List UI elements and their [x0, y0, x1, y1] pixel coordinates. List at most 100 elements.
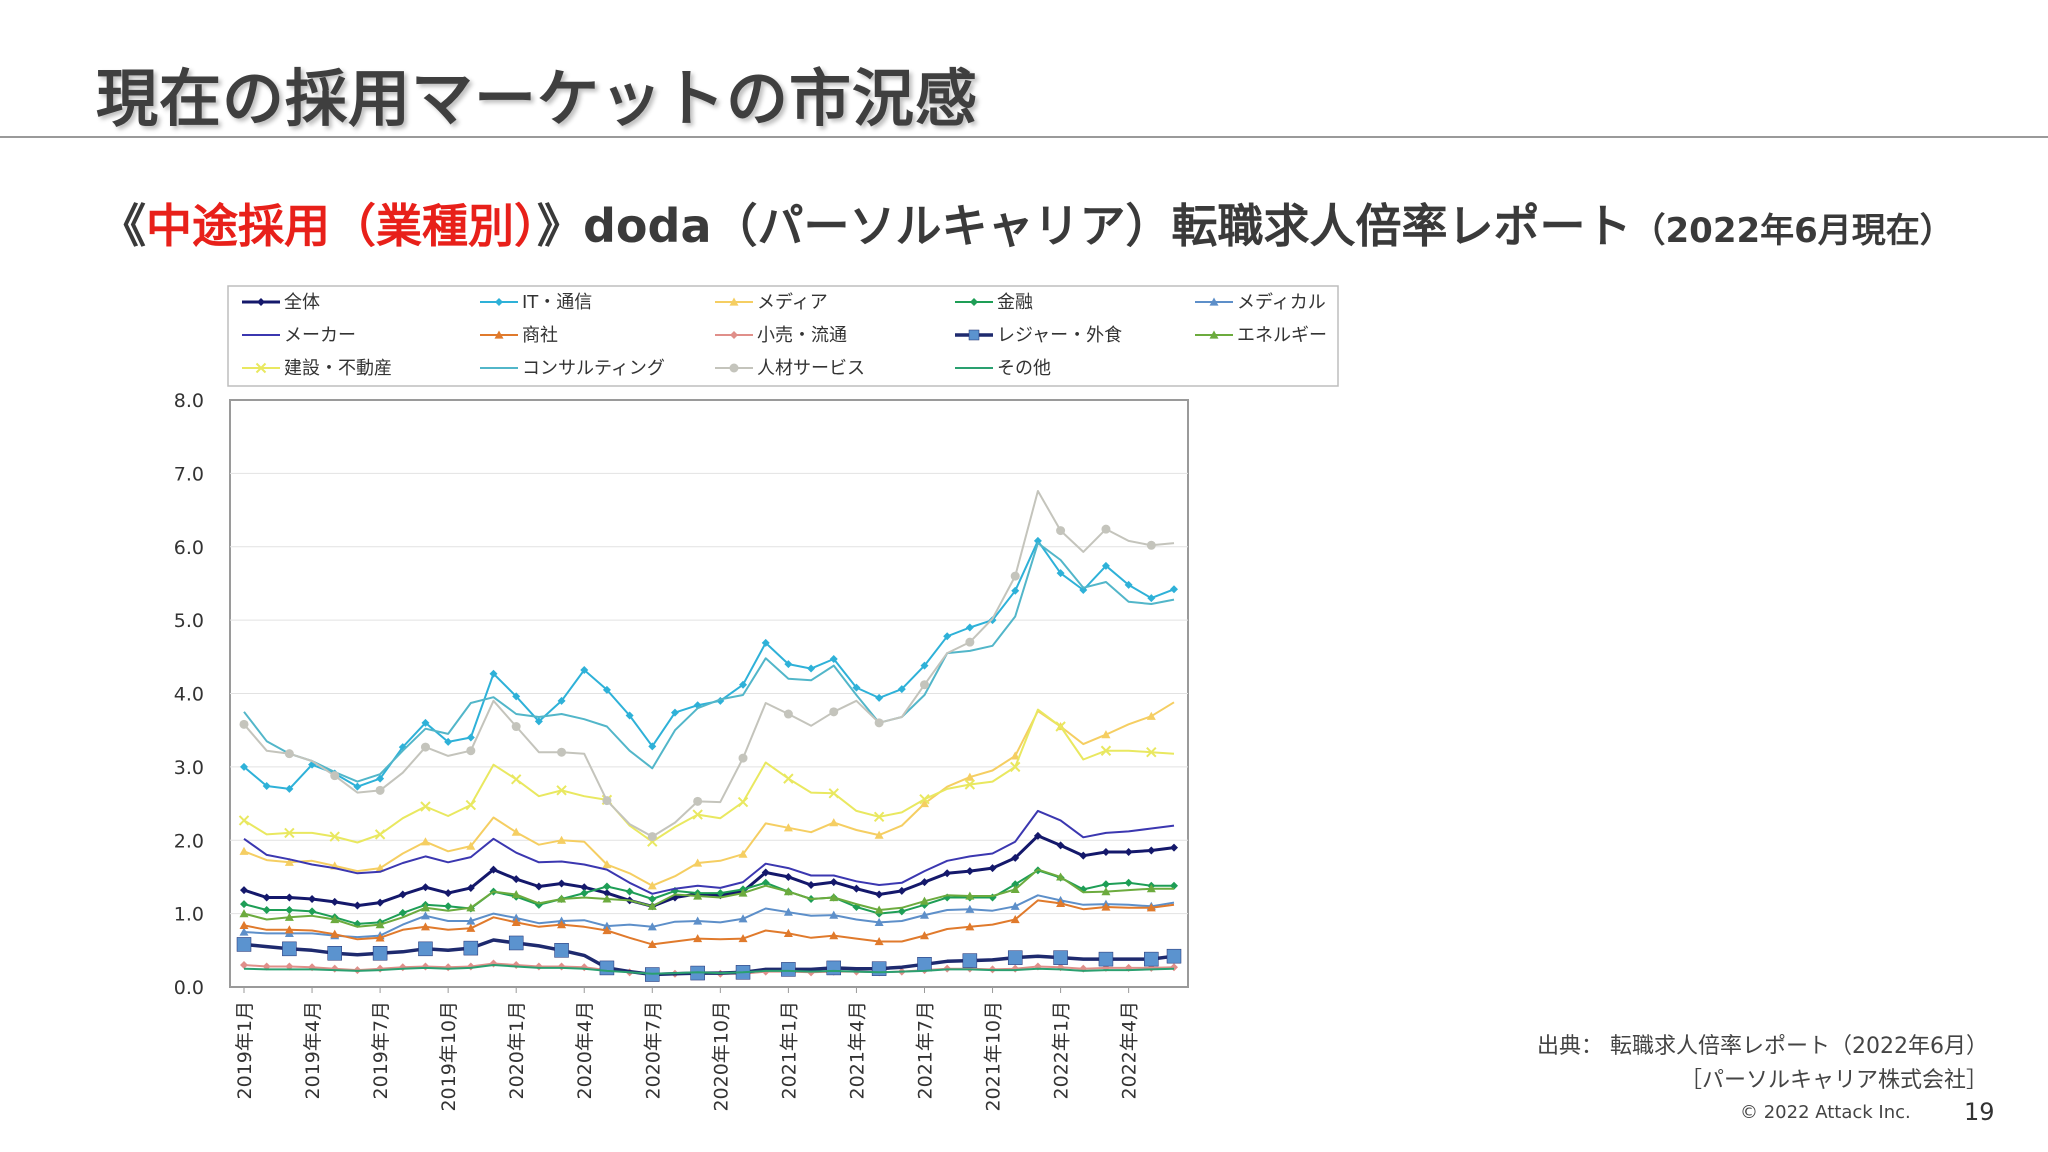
- data-point: [556, 785, 567, 796]
- data-point: [965, 891, 975, 900]
- series-line: [243, 894, 1175, 939]
- data-point: [647, 922, 657, 931]
- data-point: [739, 680, 748, 689]
- series-13: [243, 964, 1175, 975]
- data-point: [465, 799, 477, 811]
- data-point: [965, 637, 975, 647]
- data-point: [308, 894, 317, 903]
- data-point: [964, 779, 976, 790]
- data-point: [1124, 847, 1133, 856]
- legend-item: メディカル: [1195, 292, 1326, 313]
- data-point: [965, 922, 975, 931]
- data-point: [1010, 914, 1020, 924]
- data-point: [1007, 950, 1023, 965]
- data-point: [557, 894, 567, 903]
- legend-item: 金融: [955, 292, 1033, 313]
- data-point: [262, 905, 271, 914]
- data-point: [965, 904, 975, 913]
- copyright: © 2022 Attack Inc.: [1740, 1102, 1911, 1123]
- data-point: [602, 921, 612, 930]
- data-point: [495, 298, 503, 306]
- data-point: [239, 846, 249, 855]
- y-tick-label: 8.0: [174, 390, 204, 412]
- data-point: [1011, 586, 1020, 595]
- data-point: [327, 945, 342, 961]
- data-point: [374, 829, 386, 840]
- series-line: [243, 701, 1175, 887]
- series-line: [243, 809, 1175, 895]
- data-point: [375, 785, 385, 795]
- data-point: [729, 363, 739, 373]
- data-point: [285, 905, 294, 914]
- series-12: [239, 490, 1175, 842]
- y-tick-label: 3.0: [174, 757, 204, 779]
- data-point: [1010, 884, 1020, 894]
- data-point: [375, 863, 385, 872]
- data-point: [284, 857, 294, 866]
- data-point: [466, 916, 476, 925]
- data-point: [463, 940, 479, 956]
- data-point: [398, 890, 407, 899]
- x-tick-label: 2020年10月: [710, 1001, 732, 1112]
- data-point: [761, 878, 770, 887]
- legend-label: 全体: [284, 292, 320, 313]
- data-point: [602, 796, 612, 806]
- data-point: [238, 815, 250, 826]
- data-point: [1053, 950, 1068, 965]
- data-point: [372, 945, 388, 961]
- data-point: [512, 875, 521, 884]
- y-tick-label: 6.0: [174, 537, 204, 559]
- data-point: [557, 879, 566, 888]
- series-6: [239, 898, 1175, 949]
- data-point: [1056, 526, 1066, 536]
- legend-item: その他: [955, 358, 1051, 379]
- legend-item: エネルギー: [1195, 325, 1327, 346]
- data-point: [602, 882, 611, 891]
- data-point: [444, 902, 453, 911]
- data-point: [730, 331, 738, 339]
- data-point: [512, 692, 521, 701]
- data-point: [240, 762, 248, 771]
- data-point: [738, 849, 748, 858]
- data-point: [1033, 536, 1042, 545]
- data-point: [670, 708, 679, 717]
- data-point: [965, 623, 974, 632]
- series-line: [243, 834, 1175, 908]
- data-point: [919, 896, 929, 905]
- data-point: [693, 891, 703, 900]
- x-tick-label: 2020年7月: [642, 1001, 664, 1099]
- data-point: [1010, 571, 1020, 581]
- data-point: [852, 683, 861, 692]
- data-point: [737, 796, 749, 808]
- legend-label: 小売・流通: [757, 325, 847, 346]
- data-point: [874, 905, 884, 914]
- data-point: [828, 788, 839, 799]
- data-point: [239, 909, 249, 918]
- data-point: [784, 660, 793, 669]
- data-point: [625, 711, 634, 720]
- data-point: [919, 799, 929, 808]
- data-point: [962, 953, 978, 968]
- data-point: [511, 890, 521, 899]
- data-point: [489, 865, 498, 874]
- data-point: [1010, 761, 1021, 773]
- data-point: [580, 666, 589, 675]
- data-point: [1011, 880, 1020, 889]
- subtitle-open: 《: [100, 199, 146, 253]
- data-point: [330, 771, 340, 781]
- data-point: [508, 935, 524, 951]
- data-point: [716, 889, 725, 898]
- data-point: [1209, 297, 1219, 306]
- legend-item: 商社: [480, 325, 558, 346]
- x-tick-label: 2019年1月: [234, 1001, 256, 1099]
- y-tick-label: 5.0: [174, 610, 204, 632]
- data-point: [284, 749, 294, 759]
- legend-label: メディア: [757, 292, 828, 313]
- legend-item: 全体: [242, 292, 320, 313]
- y-tick-label: 0.0: [174, 977, 204, 999]
- data-point: [330, 929, 340, 938]
- data-point: [1056, 569, 1065, 578]
- legend-label: エネルギー: [1237, 325, 1327, 346]
- series-line: [243, 490, 1175, 838]
- data-point: [761, 868, 770, 877]
